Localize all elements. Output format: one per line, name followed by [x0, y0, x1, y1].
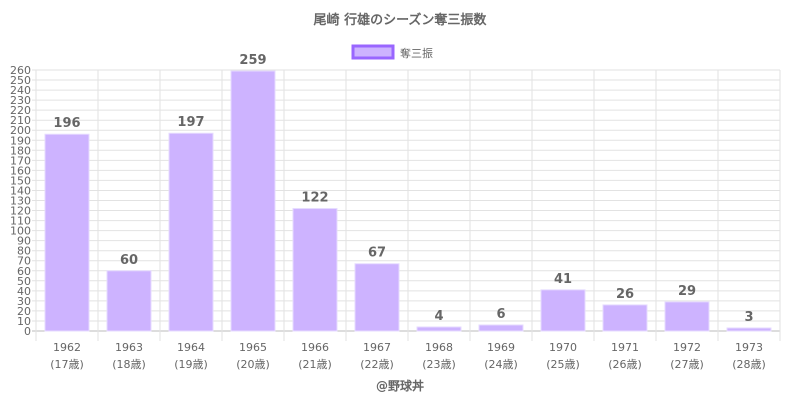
x-tick-sublabel: (21歳): [298, 358, 332, 371]
x-tick-label: 1971: [611, 341, 639, 354]
x-tick-label: 1966: [301, 341, 329, 354]
bar-1964: [168, 132, 214, 332]
y-tick-label: 40: [17, 285, 31, 298]
data-label: 4: [434, 309, 443, 324]
bar-1965: [230, 70, 276, 332]
y-tick-label: 120: [10, 205, 31, 218]
x-tick-label: 1973: [735, 341, 763, 354]
y-tick-label: 160: [10, 164, 31, 177]
y-tick-label: 150: [10, 174, 31, 187]
x-tick-label: 1963: [115, 341, 143, 354]
x-tick-label: 1972: [673, 341, 701, 354]
bar-1971: [602, 304, 648, 332]
data-label: 3: [744, 310, 753, 325]
y-tick-label: 70: [17, 255, 31, 268]
bar-1968: [416, 326, 462, 332]
x-tick-label: 1969: [487, 341, 515, 354]
data-label: 196: [53, 116, 80, 131]
data-label: 122: [301, 191, 328, 206]
y-tick-label: 30: [17, 295, 31, 308]
y-tick-label: 50: [17, 275, 31, 288]
y-tick-label: 190: [10, 134, 31, 147]
bar-1963: [106, 270, 152, 332]
y-tick-label: 10: [17, 315, 31, 328]
y-tick-label: 200: [10, 124, 31, 137]
x-tick-sublabel: (17歳): [50, 358, 84, 371]
data-label: 67: [368, 246, 386, 261]
bar-1967: [354, 263, 400, 332]
y-tick-label: 130: [10, 195, 31, 208]
y-tick-label: 100: [10, 225, 31, 238]
y-tick-label: 0: [24, 325, 31, 338]
bar-1970: [540, 289, 586, 332]
x-tick-label: 1970: [549, 341, 577, 354]
x-tick-sublabel: (18歳): [112, 358, 146, 371]
y-tick-label: 170: [10, 154, 31, 167]
x-tick-sublabel: (22歳): [360, 358, 394, 371]
data-label: 60: [120, 253, 138, 268]
x-tick-label: 1962: [53, 341, 81, 354]
y-tick-label: 140: [10, 184, 31, 197]
legend-swatch: [351, 44, 395, 60]
x-tick-sublabel: (26歳): [608, 358, 642, 371]
x-tick-label: 1965: [239, 341, 267, 354]
x-tick-sublabel: (23歳): [422, 358, 456, 371]
y-tick-label: 260: [10, 64, 31, 77]
bar-1972: [664, 301, 710, 332]
data-label: 26: [616, 287, 634, 302]
y-tick-label: 110: [10, 215, 31, 228]
chart-title: 尾崎 行雄のシーズン奪三振数: [314, 12, 488, 28]
y-tick-label: 250: [10, 74, 31, 87]
y-tick-label: 180: [10, 144, 31, 157]
y-tick-label: 60: [17, 265, 31, 278]
data-label: 6: [496, 307, 505, 322]
data-label: 197: [177, 115, 204, 130]
x-tick-sublabel: (24歳): [484, 358, 518, 371]
y-tick-label: 90: [17, 235, 31, 248]
legend: 奪三振: [351, 44, 433, 60]
x-tick-sublabel: (25歳): [546, 358, 580, 371]
x-tick-sublabel: (19歳): [174, 358, 208, 371]
bar-1962: [44, 133, 90, 332]
bar-1973: [726, 327, 772, 332]
y-tick-label: 240: [10, 84, 31, 97]
y-tick-label: 230: [10, 94, 31, 107]
credit: @野球丼: [376, 378, 424, 393]
bar-1969: [478, 324, 524, 332]
x-tick-sublabel: (20歳): [236, 358, 270, 371]
x-tick-label: 1964: [177, 341, 205, 354]
y-tick-label: 20: [17, 305, 31, 318]
data-label: 29: [678, 284, 696, 299]
y-tick-label: 80: [17, 245, 31, 258]
y-tick-label: 210: [10, 114, 31, 127]
x-tick-sublabel: (27歳): [670, 358, 704, 371]
y-tick-label: 220: [10, 104, 31, 117]
legend-label: 奪三振: [400, 46, 433, 60]
x-tick-sublabel: (28歳): [732, 358, 766, 371]
x-tick-label: 1968: [425, 341, 453, 354]
data-label: 259: [239, 53, 266, 68]
x-tick-label: 1967: [363, 341, 391, 354]
bar-1966: [292, 208, 338, 332]
data-label: 41: [554, 272, 572, 287]
